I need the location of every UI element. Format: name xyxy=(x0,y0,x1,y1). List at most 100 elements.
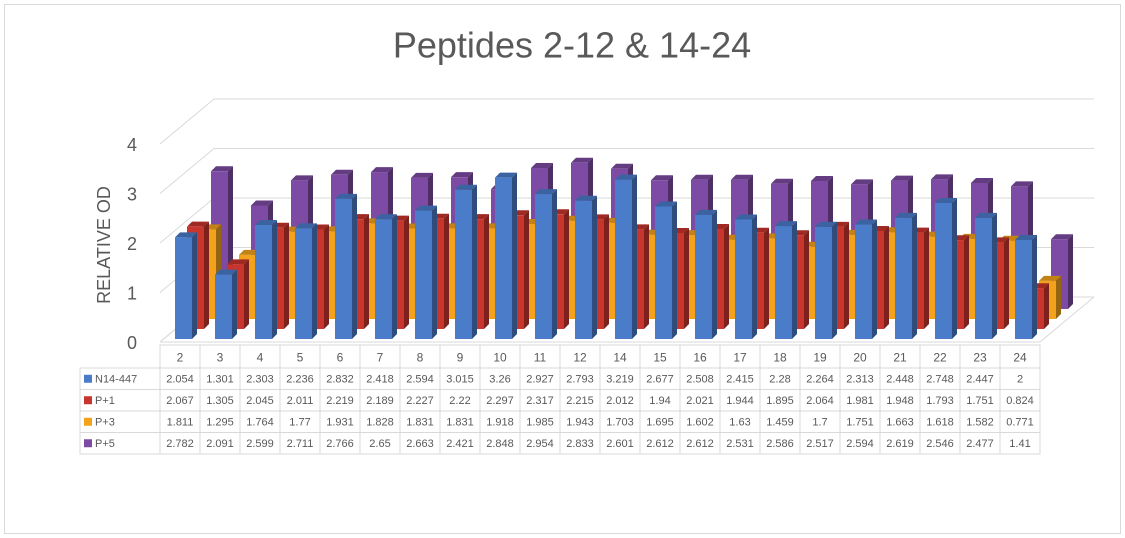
bar-side xyxy=(392,214,397,339)
bar-side xyxy=(364,214,369,329)
x-tick-label: 4 xyxy=(257,351,264,365)
bar-top xyxy=(531,163,553,169)
table-value: 2.418 xyxy=(366,374,394,386)
bar-front xyxy=(695,214,712,339)
bar-top xyxy=(331,169,353,175)
bar xyxy=(655,201,677,339)
bar-side xyxy=(924,227,929,329)
table-value: 2.477 xyxy=(966,438,994,450)
table-value: 2.064 xyxy=(806,395,834,407)
bar-front xyxy=(775,226,792,339)
bar-top xyxy=(931,174,953,180)
x-tick-label: 8 xyxy=(417,351,424,365)
x-tick-label: 3 xyxy=(217,351,224,365)
bar-front xyxy=(335,198,352,339)
bar-side xyxy=(192,232,197,339)
table-value: 1.618 xyxy=(926,417,954,429)
table-value: 0.824 xyxy=(1006,395,1034,407)
bar-side xyxy=(792,221,797,339)
bar-side xyxy=(724,223,729,329)
table-value: 2.954 xyxy=(526,438,554,450)
bar-top xyxy=(451,172,473,178)
table-value: 2.832 xyxy=(326,374,354,386)
bar xyxy=(415,205,437,339)
bar-side xyxy=(644,224,649,329)
bar-top xyxy=(1015,235,1037,240)
legend-swatch xyxy=(84,417,92,426)
legend-label: P+1 xyxy=(95,395,115,407)
table-value: 1.985 xyxy=(526,417,554,429)
x-tick-label: 19 xyxy=(813,351,827,365)
chart-title: Peptides 2-12 & 14-24 xyxy=(393,25,751,66)
bar-top xyxy=(851,179,873,185)
x-tick-label: 18 xyxy=(773,351,787,365)
bar-front xyxy=(1015,240,1032,339)
bar-side xyxy=(804,230,809,329)
bar-front xyxy=(255,225,272,339)
x-tick-label: 7 xyxy=(377,351,384,365)
table-value: 1.663 xyxy=(886,417,914,429)
bar-side xyxy=(564,209,569,329)
bar xyxy=(495,172,517,339)
bar-side xyxy=(484,214,489,329)
bar-side xyxy=(632,174,637,339)
table-value: 2.612 xyxy=(646,438,674,450)
x-tick-label: 12 xyxy=(573,351,587,365)
table-value: 1.94 xyxy=(649,395,670,407)
bar xyxy=(375,214,397,339)
table-value: 1.459 xyxy=(766,417,794,429)
x-tick-label: 9 xyxy=(457,351,464,365)
bar-top xyxy=(535,189,557,195)
table-value: 2.415 xyxy=(726,374,754,386)
x-tick-label: 16 xyxy=(693,351,707,365)
x-tick-label: 22 xyxy=(933,351,947,365)
bar-top xyxy=(731,174,753,180)
bar-side xyxy=(512,172,517,339)
bar-top xyxy=(175,232,197,238)
bar-front xyxy=(295,228,312,339)
bar-top xyxy=(227,259,249,265)
bar-side xyxy=(952,197,957,339)
bar-top xyxy=(215,269,237,275)
table-value: 1.895 xyxy=(766,395,794,407)
x-tick-label: 15 xyxy=(653,351,667,365)
bar-top xyxy=(371,167,393,173)
x-tick-label: 5 xyxy=(297,351,304,365)
bar-front xyxy=(895,217,912,339)
bar-top xyxy=(291,175,313,181)
bar-front xyxy=(815,226,832,339)
bar-side xyxy=(1068,234,1073,309)
table-value: 1.948 xyxy=(886,395,914,407)
bar-top xyxy=(251,200,273,206)
bar-top xyxy=(695,209,717,215)
y-tick-label: 0 xyxy=(127,333,137,353)
legend-swatch xyxy=(84,374,92,383)
bar-top xyxy=(375,214,397,220)
x-tick-label: 24 xyxy=(1013,351,1027,365)
table-value: 2.531 xyxy=(726,438,754,450)
bar-top xyxy=(295,223,317,229)
table-value: 1.831 xyxy=(446,417,474,429)
table-value: 2.594 xyxy=(406,374,434,386)
table-value: 2.011 xyxy=(287,395,314,407)
table-value: 2.586 xyxy=(766,438,794,450)
x-tick-label: 20 xyxy=(853,351,867,365)
bar-side xyxy=(1044,283,1049,329)
bar-side xyxy=(404,215,409,329)
table-value: 2.067 xyxy=(166,395,194,407)
legend-swatch xyxy=(84,396,92,405)
bar-top xyxy=(655,201,677,207)
y-tick-label: 4 xyxy=(127,135,137,155)
bar-top xyxy=(211,166,233,172)
bar xyxy=(815,221,837,339)
bar-side xyxy=(752,214,757,339)
table-value: 1.943 xyxy=(566,417,594,429)
bar-top xyxy=(651,175,673,181)
y-tick-label: 1 xyxy=(127,283,137,303)
x-tick-label: 6 xyxy=(337,351,344,365)
table-value: 2.65 xyxy=(369,438,390,450)
table-value: 2.021 xyxy=(686,395,714,407)
bar-side xyxy=(232,269,237,339)
